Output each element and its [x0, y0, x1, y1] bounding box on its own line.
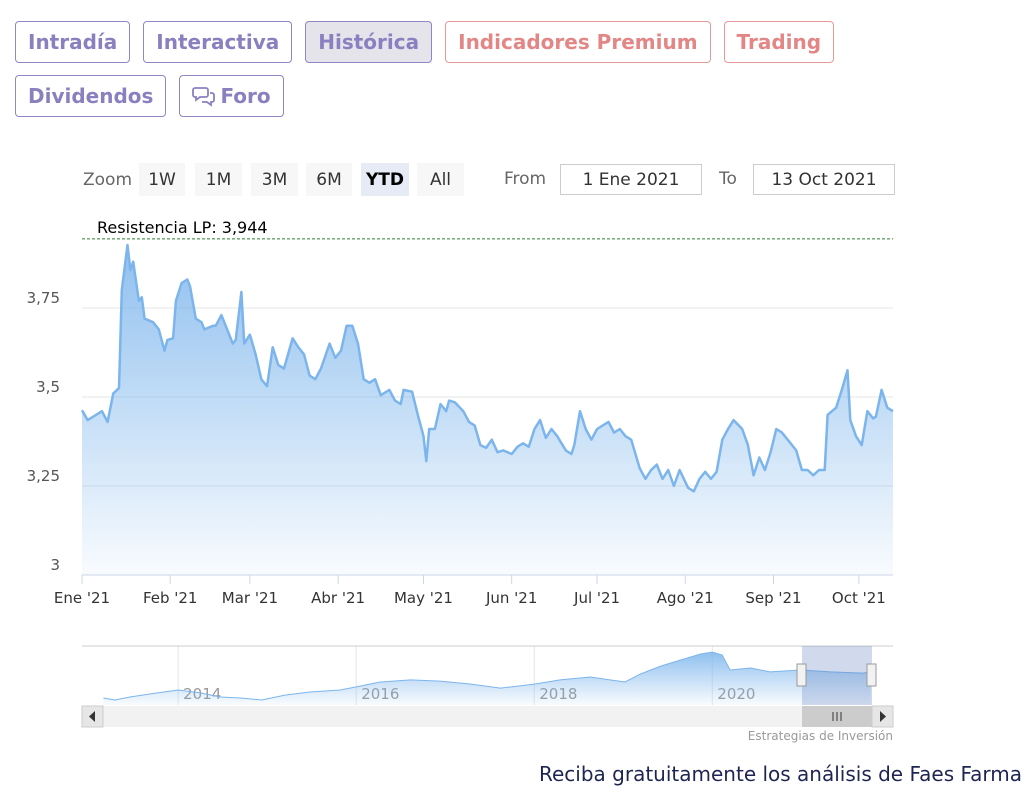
- navigator-handle[interactable]: [866, 663, 877, 687]
- to-input[interactable]: 13 Oct 2021: [753, 164, 895, 195]
- tab[interactable]: Foro: [179, 75, 284, 117]
- plot: Resistencia LP: 3,944: [80, 218, 894, 575]
- zoom-button[interactable]: 3M: [251, 163, 298, 196]
- price-line: [80, 243, 894, 493]
- x-tick-label: Ene '21: [54, 589, 110, 607]
- arrow: [89, 711, 95, 722]
- tab[interactable]: Trading: [723, 21, 835, 63]
- zoom-label: Zoom: [83, 170, 133, 190]
- x-tick-label: Feb '21: [143, 589, 198, 607]
- chat-icon: [192, 87, 216, 107]
- tab[interactable]: Interactiva: [143, 21, 293, 63]
- from-label: From: [504, 169, 547, 189]
- y-tick-label: 3: [50, 556, 60, 574]
- navigator: 2014201620182020: [103, 646, 871, 705]
- tab-bar: Intradía Interactiva Histórica Indicador…: [15, 21, 875, 117]
- tab[interactable]: Intradía: [15, 21, 131, 63]
- zoom-button[interactable]: All: [417, 163, 464, 196]
- x-tick-label: Jul '21: [573, 589, 620, 607]
- tab[interactable]: Indicadores Premium: [445, 21, 711, 63]
- x-tick-label: Mar '21: [222, 589, 278, 607]
- grip: [832, 712, 842, 721]
- price-line: [103, 651, 871, 701]
- y-tick-label: 3,25: [27, 467, 60, 485]
- tab[interactable]: Dividendos: [15, 75, 167, 117]
- scrollbar-track[interactable]: [82, 706, 893, 727]
- navigator-mask: [802, 646, 872, 705]
- x-tick-label: Jun '21: [485, 589, 537, 607]
- resistance-label: Resistencia LP: 3,944: [97, 218, 268, 237]
- tab[interactable]: Histórica: [305, 21, 433, 63]
- x-tick-label: May '21: [394, 589, 453, 607]
- arrow: [880, 711, 886, 722]
- tab-label: Foro: [220, 84, 271, 108]
- grid: 3 3,25 3,5 3,75 Ene '21 Feb '21 Mar '21 Abr '21…: [27, 289, 893, 607]
- x-tick-label: Oct '21: [832, 589, 886, 607]
- x-tick-label: Abr '21: [311, 589, 365, 607]
- y-tick-label: 3,75: [27, 289, 60, 307]
- zoom-button[interactable]: 1M: [195, 163, 242, 196]
- area-fill: [82, 245, 893, 575]
- x-tick-label: Ago '21: [657, 589, 714, 607]
- to-label: To: [719, 169, 737, 189]
- navigator-handle[interactable]: [796, 663, 807, 687]
- footer-link[interactable]: Reciba gratuitamente los análisis de Fae…: [539, 762, 1022, 786]
- y-tick-label: 3,5: [36, 378, 60, 396]
- area-fill: [103, 652, 871, 705]
- zoom-button[interactable]: YTD: [361, 163, 409, 196]
- x-tick-label: Sep '21: [745, 589, 801, 607]
- from-input[interactable]: 1 Ene 2021: [560, 164, 702, 195]
- zoom-button[interactable]: 1W: [139, 163, 185, 196]
- credit: Estrategias de Inversión: [747, 729, 893, 743]
- zoom-button[interactable]: 6M: [306, 163, 352, 196]
